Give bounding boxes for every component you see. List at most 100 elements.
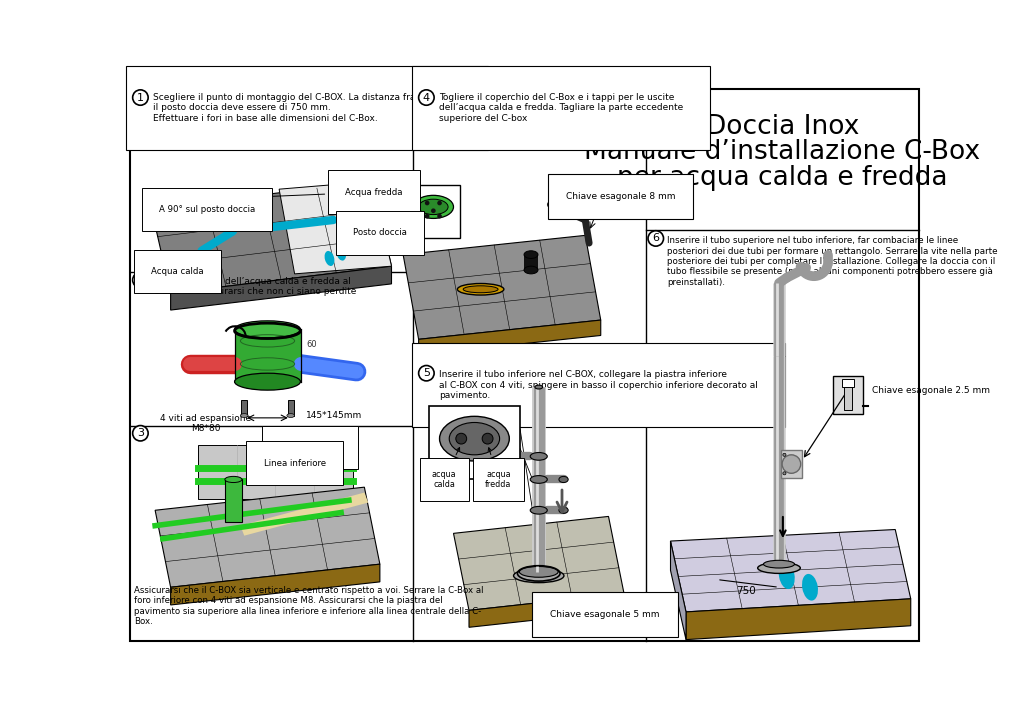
Polygon shape — [171, 266, 391, 310]
Text: per acqua calda e fredda: per acqua calda e fredda — [617, 165, 948, 191]
Bar — [288, 400, 294, 416]
Circle shape — [425, 214, 429, 218]
Ellipse shape — [802, 574, 818, 601]
Ellipse shape — [241, 414, 248, 417]
Text: A 90° sul posto doccia: A 90° sul posto doccia — [159, 205, 255, 214]
Ellipse shape — [458, 283, 504, 295]
Text: Chiave esagonale 5 mm: Chiave esagonale 5 mm — [550, 609, 659, 619]
Bar — [524, 254, 538, 270]
Polygon shape — [403, 236, 601, 339]
Ellipse shape — [535, 385, 543, 389]
Text: Manuale d’installazione C-Box: Manuale d’installazione C-Box — [585, 140, 981, 166]
Text: 5: 5 — [423, 368, 430, 378]
Ellipse shape — [463, 286, 498, 293]
Polygon shape — [671, 541, 686, 640]
Polygon shape — [671, 529, 910, 612]
Polygon shape — [155, 487, 380, 587]
Bar — [225, 479, 242, 522]
Bar — [844, 387, 852, 410]
Ellipse shape — [414, 195, 454, 218]
Polygon shape — [171, 564, 380, 605]
Ellipse shape — [245, 197, 266, 208]
Ellipse shape — [519, 566, 558, 577]
Ellipse shape — [450, 422, 500, 455]
Ellipse shape — [524, 266, 538, 274]
Ellipse shape — [530, 476, 547, 483]
Text: Acqua calda: Acqua calda — [152, 253, 204, 276]
Polygon shape — [419, 320, 601, 355]
Circle shape — [783, 453, 786, 456]
Polygon shape — [152, 181, 391, 293]
Text: 6: 6 — [652, 234, 659, 244]
Polygon shape — [469, 594, 624, 628]
Ellipse shape — [758, 562, 801, 573]
Text: Linea inferiore: Linea inferiore — [263, 458, 326, 477]
Text: Acqua fredda: Acqua fredda — [263, 187, 402, 198]
Text: 4: 4 — [423, 93, 430, 103]
Circle shape — [419, 90, 434, 106]
Bar — [429, 406, 520, 479]
Text: Linea centrale: Linea centrale — [280, 443, 341, 464]
Text: Togliere il coperchio del C-Box e i tappi per le uscite
dell’acqua calda e fredd: Togliere il coperchio del C-Box e i tapp… — [438, 93, 683, 123]
Circle shape — [133, 426, 148, 441]
Polygon shape — [686, 599, 910, 640]
Text: Inserire il tubo superiore nel tubo inferiore, far combaciare le linee
posterior: Inserire il tubo superiore nel tubo infe… — [668, 236, 998, 287]
Circle shape — [133, 273, 148, 288]
Polygon shape — [454, 516, 624, 610]
Bar — [780, 450, 802, 478]
Ellipse shape — [336, 246, 346, 260]
Ellipse shape — [559, 476, 568, 482]
Ellipse shape — [509, 453, 518, 459]
Bar — [241, 400, 248, 416]
Ellipse shape — [287, 414, 295, 417]
Text: Doccia Inox: Doccia Inox — [706, 114, 859, 140]
Ellipse shape — [514, 569, 564, 583]
Text: 750: 750 — [736, 586, 756, 596]
Text: 145*145mm: 145*145mm — [306, 411, 362, 420]
Text: Posto doccia: Posto doccia — [352, 228, 407, 249]
Bar — [198, 445, 352, 499]
Circle shape — [648, 231, 664, 246]
Text: Assicurarsi che il C-BOX sia verticale e centrato rispetto a voi. Serrare la C-B: Assicurarsi che il C-BOX sia verticale e… — [134, 586, 483, 626]
Ellipse shape — [764, 560, 795, 568]
Text: 2: 2 — [137, 275, 144, 285]
Bar — [234, 329, 301, 382]
Ellipse shape — [234, 373, 300, 390]
Bar — [407, 185, 460, 238]
Ellipse shape — [325, 251, 335, 266]
Circle shape — [783, 472, 786, 475]
Text: 4 viti ad espansione
M8*80: 4 viti ad espansione M8*80 — [160, 414, 251, 433]
Bar — [842, 380, 854, 387]
Ellipse shape — [439, 416, 509, 461]
Text: 1: 1 — [137, 93, 144, 103]
Polygon shape — [241, 492, 369, 536]
Text: Chiave esagonale 8 mm: Chiave esagonale 8 mm — [566, 192, 676, 202]
Text: Collegare i tubi dell’acqua calda e fredda al
C-Box ed assicurarsi che non ci si: Collegare i tubi dell’acqua calda e fred… — [153, 277, 356, 296]
Ellipse shape — [559, 507, 568, 513]
Circle shape — [437, 201, 442, 205]
Text: 60: 60 — [306, 341, 316, 349]
Text: acqua
calda: acqua calda — [432, 448, 460, 489]
Ellipse shape — [530, 453, 547, 461]
Bar — [834, 375, 862, 414]
Circle shape — [419, 366, 434, 381]
Polygon shape — [280, 181, 391, 274]
Circle shape — [782, 455, 801, 474]
Circle shape — [482, 433, 493, 444]
Ellipse shape — [245, 210, 266, 221]
Ellipse shape — [530, 506, 547, 514]
Ellipse shape — [524, 251, 538, 258]
Text: Chiave esagonale 2.5 mm: Chiave esagonale 2.5 mm — [872, 386, 990, 395]
Circle shape — [425, 201, 429, 205]
Ellipse shape — [234, 321, 300, 338]
Ellipse shape — [419, 199, 449, 215]
Ellipse shape — [225, 476, 242, 482]
Text: Scegliere il punto di montaggio del C-BOX. La distanza fra il C-Box e
il posto d: Scegliere il punto di montaggio del C-BO… — [153, 93, 461, 123]
Text: Inserire il tubo inferiore nel C-BOX, collegare la piastra inferiore
al C-BOX co: Inserire il tubo inferiore nel C-BOX, co… — [438, 370, 758, 400]
Text: acqua
fredda: acqua fredda — [485, 448, 512, 489]
Circle shape — [456, 433, 467, 444]
Ellipse shape — [779, 562, 795, 589]
Circle shape — [431, 208, 435, 213]
Circle shape — [437, 214, 442, 218]
Bar — [245, 202, 266, 216]
